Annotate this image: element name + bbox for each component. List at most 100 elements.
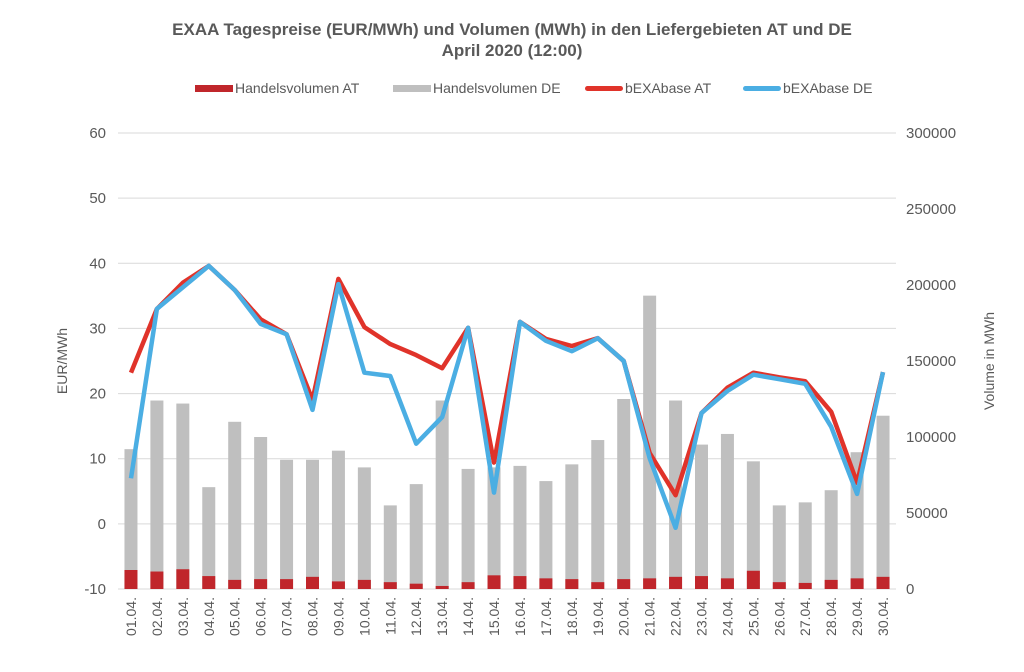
y-tick-left: 30 xyxy=(89,320,106,337)
x-tick-label: 25.04. xyxy=(745,597,761,636)
bar-handelsvolumen-at xyxy=(824,579,838,589)
bar-handelsvolumen-at xyxy=(798,582,812,589)
x-tick-label: 07.04. xyxy=(279,597,295,636)
x-tick-label: 08.04. xyxy=(305,597,321,636)
bar-handelsvolumen-at xyxy=(150,571,164,589)
y-axis-right-ticks: 300000 250000 200000 150000 100000 50000 0 xyxy=(906,125,956,598)
bar-handelsvolumen-at xyxy=(228,579,242,589)
bar-handelsvolumen-de xyxy=(124,449,138,589)
y-axis-left-ticks: 60 50 40 30 20 10 0 -10 xyxy=(84,125,106,598)
bar-handelsvolumen-de xyxy=(409,484,423,589)
bar-handelsvolumen-de xyxy=(643,295,657,589)
bar-handelsvolumen-de xyxy=(539,481,553,589)
x-tick-label: 10.04. xyxy=(356,597,372,636)
x-tick-label: 01.04. xyxy=(123,597,139,636)
x-tick-label: 27.04. xyxy=(797,597,813,636)
y-axis-right-title: Volume in MWh xyxy=(981,312,997,410)
bar-handelsvolumen-at xyxy=(850,578,864,589)
y-tick-left: 60 xyxy=(89,125,106,142)
bar-handelsvolumen-at xyxy=(254,579,268,589)
x-tick-label: 30.04. xyxy=(875,597,891,636)
bar-handelsvolumen-de xyxy=(254,437,268,589)
y-tick-right: 150000 xyxy=(906,353,956,370)
bar-handelsvolumen-at xyxy=(306,576,319,589)
chart-title: EXAA Tagespreise (EUR/MWh) und Volumen (… xyxy=(172,20,852,39)
bar-handelsvolumen-at xyxy=(357,579,371,589)
x-tick-label: 14.04. xyxy=(460,597,476,636)
legend-swatch xyxy=(743,85,781,91)
x-tick-label: 23.04. xyxy=(694,597,710,636)
legend-label: bEXAbase AT xyxy=(625,80,712,96)
bar-handelsvolumen-at xyxy=(617,579,631,589)
bar-handelsvolumen-de xyxy=(798,502,812,589)
bar-handelsvolumen-at xyxy=(720,578,734,589)
bar-handelsvolumen-at xyxy=(383,582,397,589)
bar-handelsvolumen-at xyxy=(513,576,527,589)
x-tick-label: 17.04. xyxy=(538,597,554,636)
bar-handelsvolumen-de xyxy=(565,464,579,589)
bar-handelsvolumen-at xyxy=(669,576,683,589)
y-tick-left: 20 xyxy=(89,386,106,403)
legend-label: Handelsvolumen DE xyxy=(433,80,561,96)
x-tick-label: 24.04. xyxy=(719,597,735,636)
bar-handelsvolumen-de xyxy=(772,505,786,589)
x-tick-label: 12.04. xyxy=(408,597,424,636)
bar-handelsvolumen-de xyxy=(357,467,371,589)
x-tick-label: 22.04. xyxy=(668,597,684,636)
bar-handelsvolumen-de xyxy=(435,400,449,589)
x-tick-label: 26.04. xyxy=(771,597,787,636)
x-tick-label: 09.04. xyxy=(330,597,346,636)
legend-label: bEXAbase DE xyxy=(783,80,873,96)
x-tick-label: 06.04. xyxy=(253,597,269,636)
bar-handelsvolumen-at xyxy=(565,579,579,589)
x-tick-label: 19.04. xyxy=(590,597,606,636)
bar-handelsvolumen-de xyxy=(876,415,890,589)
bar-handelsvolumen-de xyxy=(280,459,294,589)
x-tick-label: 20.04. xyxy=(616,597,632,636)
bar-handelsvolumen-de xyxy=(824,490,838,589)
y-tick-left: 0 xyxy=(98,516,106,533)
chart-title-block: EXAA Tagespreise (EUR/MWh) und Volumen (… xyxy=(0,19,1024,61)
line-bexabase-de xyxy=(128,263,886,531)
legend-item-bexabase-at: bEXAbase AT xyxy=(585,80,711,96)
bar-handelsvolumen-de xyxy=(695,444,708,589)
bar-handelsvolumen-at xyxy=(409,583,423,589)
bar-handelsvolumen-at xyxy=(202,576,216,589)
x-tick-label: 29.04. xyxy=(849,597,865,636)
bar-handelsvolumen-de xyxy=(746,461,760,589)
legend-swatch xyxy=(195,84,233,92)
bar-handelsvolumen-at xyxy=(643,578,657,589)
x-tick-label: 03.04. xyxy=(175,597,191,636)
bar-handelsvolumen-de xyxy=(202,487,216,589)
bar-handelsvolumen-at xyxy=(124,570,138,589)
bar-handelsvolumen-de xyxy=(306,459,319,589)
y-tick-right: 50000 xyxy=(906,505,948,522)
bars-handelsvolumen-de xyxy=(124,295,890,589)
bar-handelsvolumen-at xyxy=(280,579,294,589)
gridlines xyxy=(118,132,896,590)
x-tick-label: 28.04. xyxy=(823,597,839,636)
x-tick-label: 04.04. xyxy=(201,597,217,636)
legend-item-bexabase-de: bEXAbase DE xyxy=(743,80,873,96)
bar-handelsvolumen-at xyxy=(461,582,475,589)
y-axis-left-title: EUR/MWh xyxy=(54,328,70,394)
bar-handelsvolumen-de xyxy=(383,505,397,589)
bars-handelsvolumen-at xyxy=(124,569,890,589)
x-tick-label: 13.04. xyxy=(434,597,450,636)
x-tick-label: 16.04. xyxy=(512,597,528,636)
bar-handelsvolumen-at xyxy=(539,578,553,589)
bar-handelsvolumen-at xyxy=(876,576,890,589)
chart-subtitle: April 2020 (12:00) xyxy=(441,41,583,60)
legend-swatch xyxy=(393,84,431,92)
legend-swatch xyxy=(585,85,623,91)
y-tick-left: 10 xyxy=(89,451,106,468)
y-tick-left: -10 xyxy=(84,581,106,598)
x-axis-ticks: 01.04. 02.04. 03.04. 04.04. 05.04. 06.04. 07.0… xyxy=(123,597,891,636)
bar-handelsvolumen-de xyxy=(228,421,242,589)
bar-handelsvolumen-at xyxy=(695,576,708,589)
bar-handelsvolumen-at xyxy=(176,569,190,589)
bar-handelsvolumen-at xyxy=(772,582,786,589)
bar-handelsvolumen-de xyxy=(331,450,345,589)
y-tick-right: 300000 xyxy=(906,125,956,142)
